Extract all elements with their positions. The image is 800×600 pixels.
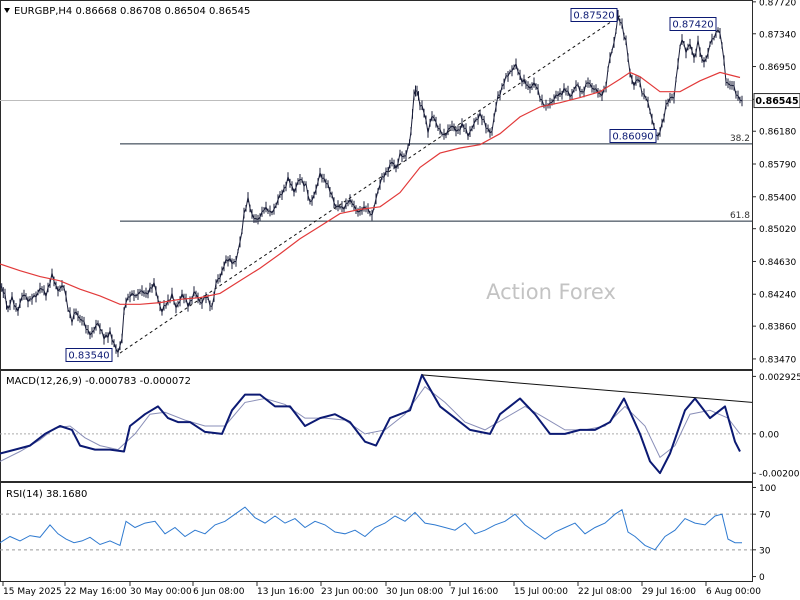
price-tick-label: 0.83470 (759, 355, 796, 365)
price-tick-label: 0.85020 (759, 225, 796, 235)
pane-frames (0, 0, 753, 582)
time-axis: 15 May 2025 22 May 16:00 30 May 00:00 6 Jun… (2, 582, 761, 597)
price-tick-label: 0.86180 (759, 128, 796, 138)
price-tick-label: 0.87340 (759, 30, 796, 40)
price-trendline-segment (119, 14, 623, 354)
rsi-pane-frame (0, 482, 753, 582)
time-tick-label: 30 May 00:00 (130, 587, 192, 597)
price-tick-label: 0.85790 (759, 160, 796, 170)
time-tick-label: 23 Jun 00:00 (321, 587, 378, 597)
price-callout-box (65, 348, 113, 362)
macd-pane-frame (0, 370, 753, 482)
last-price-tag-label: 0.86545 (755, 96, 798, 107)
price-callout-label: 0.86090 (612, 132, 653, 143)
macd-tick-label: -0.002002 (759, 470, 800, 480)
rsi-series (0, 506, 742, 551)
macd-main-line (0, 373, 741, 475)
fibonacci-level-label: 38.2 (730, 134, 750, 144)
sma-series (0, 71, 741, 305)
price-callout-box (570, 8, 618, 22)
macd-trendline (421, 374, 753, 403)
rsi-tick-label: 100 (759, 484, 776, 494)
price-tick-label: 0.86950 (759, 63, 796, 73)
rsi-tick-label: 70 (759, 511, 771, 521)
rsi-pane: RSI(14) 38.1680 100 70 30 0 (0, 484, 776, 583)
price-tick-label: 0.83860 (759, 323, 796, 333)
time-tick-label: 13 Jun 16:00 (257, 587, 314, 597)
macd-signal-line (0, 385, 741, 462)
dropdown-triangle-icon[interactable] (4, 8, 10, 13)
rsi-levels (0, 513, 752, 551)
price-pane: EURGBP,H4 0.86668 0.86708 0.86504 0.8654… (0, 0, 800, 365)
last-price-tag: 0.86545 (753, 93, 800, 109)
sma-line (0, 71, 741, 305)
macd-axis-ticks: 0.002925 0.00 -0.002002 (752, 373, 800, 480)
price-callout-box (669, 17, 717, 31)
price-callout-label: 0.87420 (672, 20, 713, 31)
last-price-tag-box (753, 93, 800, 109)
price-tick-label: 0.84630 (759, 258, 796, 268)
price-callout-box (609, 129, 657, 143)
price-axis-ticks: 0.83470 0.83860 0.84240 0.84630 0.85020 0.854… (752, 0, 796, 365)
rsi-axis-ticks: 100 70 30 0 (752, 484, 776, 583)
time-tick-label: 15 Jul 00:00 (514, 587, 568, 597)
price-trendline (119, 14, 623, 354)
macd-pane-title: MACD(12,26,9) -0.000783 -0.000072 (6, 376, 191, 387)
time-tick-label: 22 Jul 08:00 (578, 587, 632, 597)
fibonacci-lines: 38.2 61.8 (120, 134, 752, 222)
price-tick-label: 0.85400 (759, 193, 796, 203)
price-pane-title: EURGBP,H4 0.86668 0.86708 0.86504 0.8654… (14, 6, 250, 17)
price-pane-frame (0, 0, 753, 370)
time-tick-label: 6 Jun 08:00 (193, 587, 245, 597)
price-tick-label: 0.84240 (759, 291, 796, 301)
time-tick-label: 15 May 2025 (3, 587, 62, 597)
rsi-line (0, 506, 742, 551)
macd-pane: MACD(12,26,9) -0.000783 -0.000072 0.0029… (0, 373, 800, 480)
fibonacci-level-label: 61.8 (730, 211, 750, 221)
price-callouts: 0.83540 0.87520 0.86090 0.87420 (65, 8, 717, 362)
rsi-tick-label: 30 (759, 546, 771, 556)
price-callout-label: 0.87520 (573, 11, 614, 22)
time-tick-label: 6 Aug 00:00 (706, 587, 761, 597)
macd-main-series (0, 373, 741, 475)
macd-trendline-segment (421, 374, 753, 403)
rsi-pane-title: RSI(14) 38.1680 (6, 489, 87, 500)
time-tick-label: 30 Jun 08:00 (386, 587, 443, 597)
macd-signal-series (0, 385, 741, 462)
price-callout-label: 0.83540 (68, 351, 109, 362)
macd-tick-label: 0.002925 (759, 373, 800, 383)
time-tick-label: 7 Jul 16:00 (450, 587, 499, 597)
watermark-text: Action Forex (486, 280, 616, 304)
price-tick-label: 0.87720 (759, 0, 796, 8)
time-tick-label: 29 Jul 16:00 (642, 587, 696, 597)
macd-tick-label: 0.00 (759, 430, 779, 440)
rsi-tick-label: 0 (759, 573, 765, 583)
time-tick-label: 22 May 16:00 (65, 587, 127, 597)
